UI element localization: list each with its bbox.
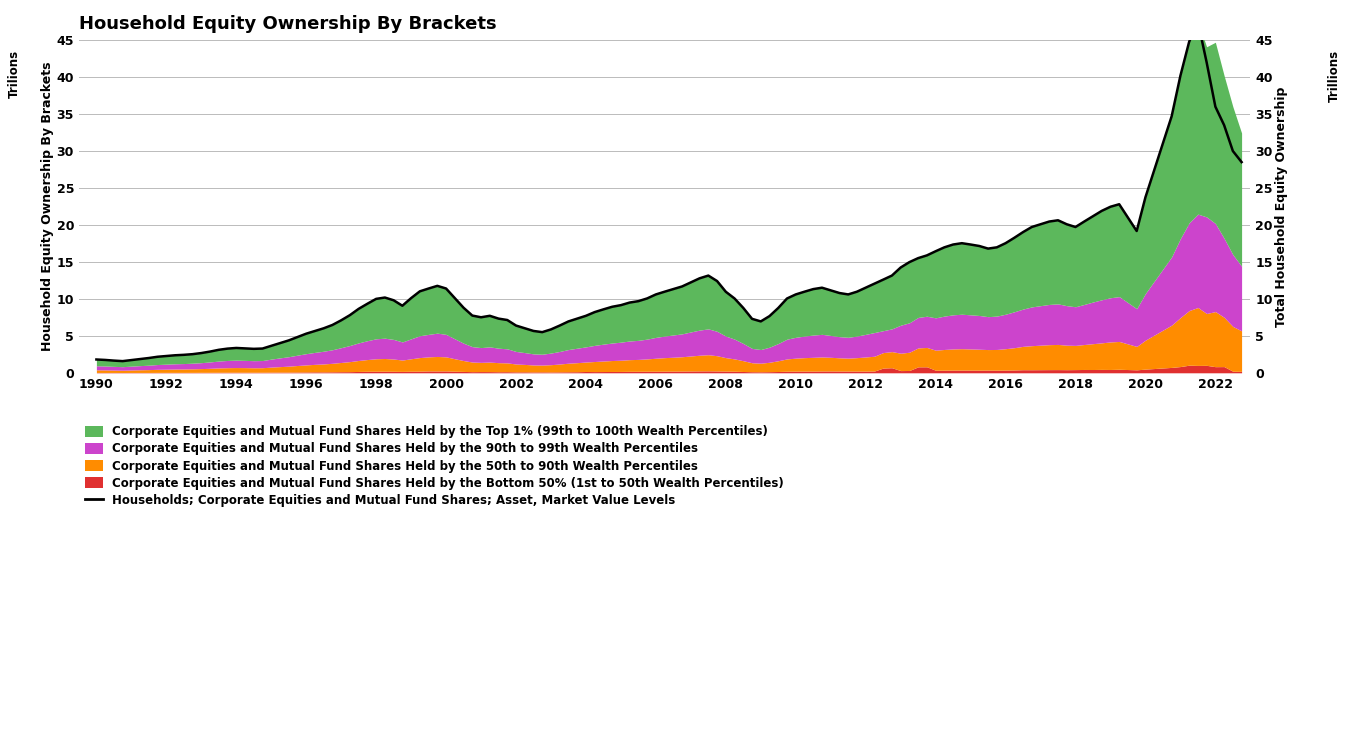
Text: Household Equity Ownership By Brackets: Household Equity Ownership By Brackets: [79, 15, 497, 33]
Y-axis label: Total Household Equity Ownership: Total Household Equity Ownership: [1276, 87, 1289, 326]
Text: Trillions: Trillions: [1328, 50, 1342, 102]
Text: Trilions: Trilions: [8, 50, 22, 98]
Legend: Corporate Equities and Mutual Fund Shares Held by the Top 1% (99th to 100th Weal: Corporate Equities and Mutual Fund Share…: [85, 425, 784, 507]
Y-axis label: Household Equity Ownership By Brackets: Household Equity Ownership By Brackets: [40, 61, 54, 352]
